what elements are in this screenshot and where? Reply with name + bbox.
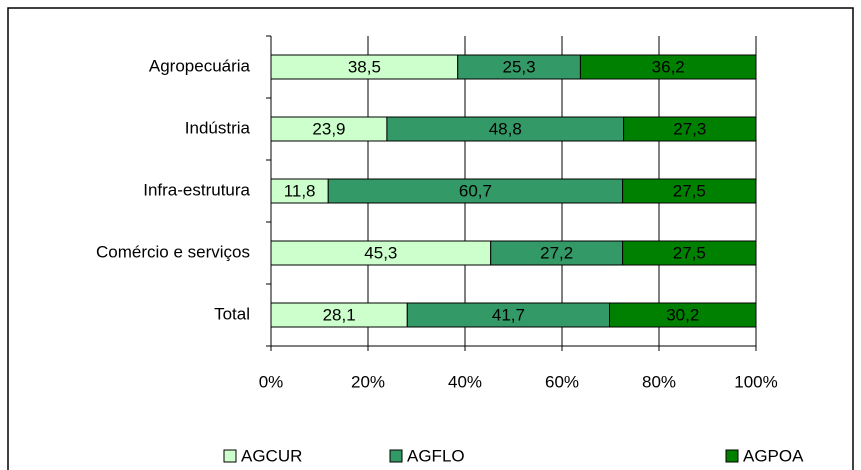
- y-tick-label: Indústria: [185, 118, 251, 137]
- data-label: 45,3: [364, 243, 397, 262]
- x-tick-label: 40%: [448, 372, 482, 391]
- y-tick-label: Agropecuária: [149, 56, 251, 75]
- legend-marker: [223, 449, 237, 463]
- bar-segment: [490, 240, 624, 266]
- data-label: 27,5: [673, 243, 706, 262]
- y-tick-label: Infra-estrutura: [143, 180, 250, 199]
- bar-segment: [270, 240, 492, 266]
- data-label: 28,1: [323, 305, 356, 324]
- data-label: 25,3: [503, 57, 536, 76]
- x-tick-label: 0%: [259, 372, 284, 391]
- y-tick-label: Comércio e serviços: [96, 242, 250, 261]
- x-tick-label: 80%: [642, 372, 676, 391]
- data-label: 48,8: [489, 119, 522, 138]
- legend-marker: [389, 449, 403, 463]
- data-label: 27,5: [673, 181, 706, 200]
- y-tick-label: Total: [214, 304, 250, 323]
- bar-segment: [406, 302, 611, 328]
- legend-marker: [725, 449, 739, 463]
- legend-label: AGPOA: [743, 446, 804, 465]
- data-label: 30,2: [666, 305, 699, 324]
- chart-frame: [7, 7, 854, 470]
- bar-segment: [579, 54, 757, 80]
- legend-label: AGFLO: [407, 446, 465, 465]
- data-label: 41,7: [492, 305, 525, 324]
- x-tick-label: 100%: [734, 372, 777, 391]
- bar-segment: [270, 302, 408, 328]
- legend-label: AGCUR: [241, 446, 302, 465]
- bar-segment: [609, 302, 757, 328]
- bar-segment: [622, 178, 757, 204]
- data-label: 27,2: [540, 243, 573, 262]
- data-label: 36,2: [652, 57, 685, 76]
- bar-segment: [622, 240, 757, 266]
- bar-segment: [327, 178, 624, 204]
- data-label: 27,3: [673, 119, 706, 138]
- data-label: 38,5: [348, 57, 381, 76]
- data-label: 11,8: [284, 181, 316, 200]
- bar-segment: [270, 54, 459, 80]
- x-tick-label: 20%: [351, 372, 385, 391]
- bar-segment: [623, 116, 757, 142]
- bar-segment: [270, 116, 388, 142]
- data-label: 23,9: [312, 119, 345, 138]
- bar-segment: [457, 54, 581, 80]
- x-tick-label: 60%: [545, 372, 579, 391]
- data-label: 60,7: [459, 181, 492, 200]
